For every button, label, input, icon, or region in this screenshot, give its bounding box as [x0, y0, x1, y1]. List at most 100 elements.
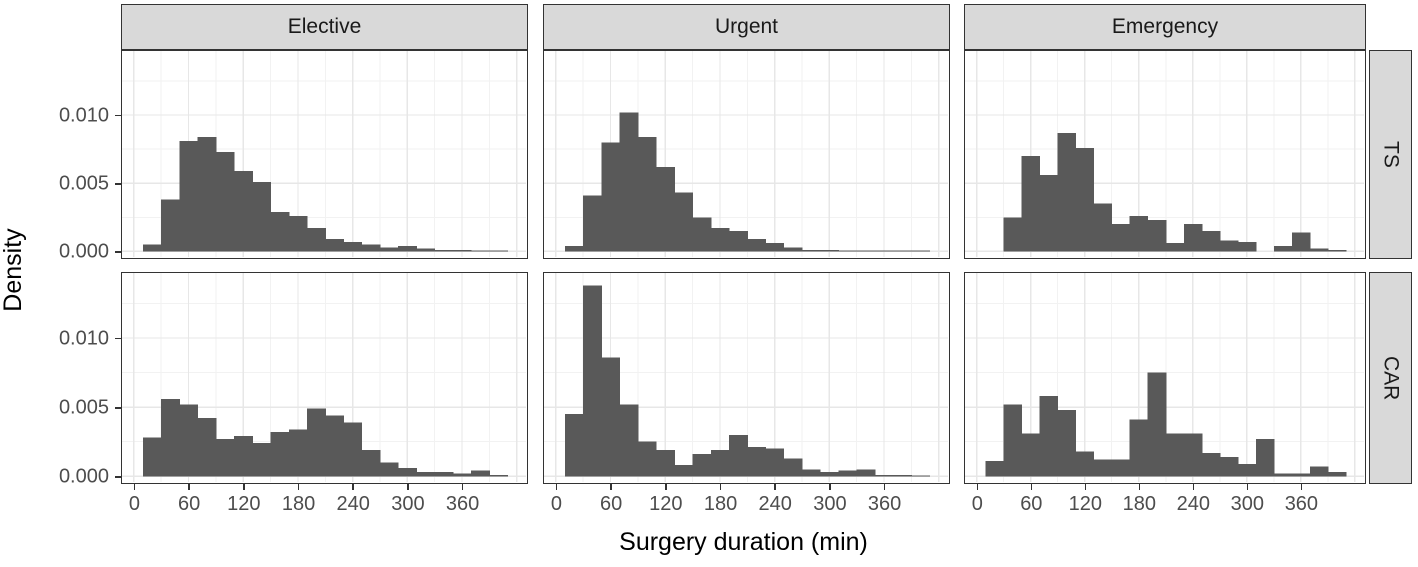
panel-ts-emergency — [964, 50, 1366, 259]
x-tick-label: 60 — [1020, 493, 1043, 515]
hist-bar-car-emergency-14 — [1237, 463, 1257, 477]
hist-bar-car-elective-2 — [179, 404, 199, 477]
x-tick-label: 0 — [550, 493, 562, 515]
hist-bar-ts-elective-11 — [343, 241, 363, 252]
x-tick-mark — [1138, 484, 1141, 490]
hist-bar-car-urgent-19 — [911, 475, 931, 477]
hist-bar-car-emergency-4 — [1057, 409, 1077, 477]
x-tick-mark — [774, 484, 776, 490]
hist-bar-car-elective-8 — [288, 429, 308, 477]
hist-bar-car-elective-6 — [252, 443, 272, 477]
hist-bar-car-elective-9 — [307, 408, 326, 477]
x-tick-mark — [883, 484, 886, 490]
hist-bar-ts-urgent-17 — [874, 250, 894, 252]
hist-bar-ts-elective-3 — [197, 136, 217, 252]
hist-bar-ts-emergency-9 — [1147, 220, 1167, 252]
hist-bar-car-urgent-4 — [637, 441, 657, 477]
hist-bar-car-urgent-0 — [564, 414, 584, 477]
y-tick-mark — [115, 406, 121, 409]
hist-bar-ts-urgent-19 — [911, 250, 931, 252]
x-tick-label: 300 — [391, 493, 425, 515]
x-tick-mark — [1300, 484, 1303, 490]
hist-bar-car-emergency-7 — [1111, 459, 1131, 477]
x-tick-mark — [243, 484, 245, 490]
hist-bar-ts-emergency-2 — [1021, 155, 1041, 252]
x-tick-mark — [133, 484, 136, 490]
hist-bar-ts-urgent-1 — [583, 195, 602, 252]
x-tick-mark — [1192, 484, 1195, 490]
hist-bar-ts-emergency-5 — [1075, 147, 1095, 252]
x-tick-label: 240 — [336, 493, 370, 515]
hist-bar-car-emergency-19 — [1327, 472, 1347, 477]
hist-bar-ts-urgent-0 — [564, 245, 584, 252]
y-tick-mark — [115, 476, 121, 478]
hist-bar-ts-urgent-6 — [674, 192, 694, 252]
hist-bar-ts-elective-6 — [252, 181, 272, 252]
hist-bar-car-emergency-17 — [1291, 473, 1311, 477]
x-tick-label: 360 — [1284, 493, 1319, 515]
hist-bar-car-urgent-16 — [856, 469, 876, 477]
hist-bar-car-elective-10 — [325, 415, 344, 477]
hist-bar-ts-emergency-12 — [1201, 230, 1221, 252]
hist-bar-car-elective-14 — [398, 467, 417, 477]
hist-bar-car-emergency-0 — [985, 461, 1005, 477]
hist-bar-car-emergency-1 — [1003, 404, 1023, 477]
hist-bar-car-urgent-3 — [619, 404, 639, 477]
hist-bar-car-elective-18 — [471, 470, 490, 477]
x-tick-label: 180 — [281, 493, 316, 515]
x-tick-mark — [1030, 484, 1033, 490]
hist-bar-ts-elective-15 — [416, 248, 436, 252]
hist-bar-car-urgent-12 — [783, 458, 803, 477]
hist-bar-ts-urgent-11 — [765, 243, 785, 252]
hist-bar-ts-urgent-15 — [838, 250, 858, 252]
hist-bar-car-urgent-13 — [801, 469, 821, 477]
x-tick-label: 60 — [600, 493, 623, 515]
hist-bar-car-urgent-18 — [893, 474, 912, 477]
hist-bar-car-urgent-15 — [838, 470, 858, 477]
hist-bar-car-emergency-9 — [1147, 372, 1167, 477]
hist-bar-car-urgent-9 — [729, 434, 748, 477]
y-tick-mark — [115, 337, 121, 340]
hist-bar-car-elective-1 — [161, 398, 180, 477]
x-tick-label: 0 — [971, 493, 983, 515]
hist-bar-ts-emergency-11 — [1183, 224, 1203, 252]
x-tick-mark — [352, 484, 354, 490]
x-tick-label: 240 — [758, 493, 792, 515]
hist-bar-car-urgent-6 — [674, 465, 694, 477]
hist-bar-ts-emergency-4 — [1057, 132, 1077, 252]
hist-bar-car-urgent-11 — [765, 448, 785, 477]
hist-bar-ts-urgent-13 — [801, 249, 821, 252]
hist-bar-car-elective-7 — [270, 432, 290, 477]
hist-bar-car-elective-11 — [343, 422, 363, 477]
histogram-plot-area — [122, 51, 526, 257]
y-axis-title: Density — [0, 228, 27, 312]
x-tick-label: 120 — [227, 493, 261, 515]
x-tick-mark — [407, 484, 409, 490]
y-tick-mark — [115, 183, 121, 185]
panel-car-urgent — [543, 272, 950, 484]
x-tick-mark — [1084, 484, 1087, 490]
x-tick-mark — [461, 484, 464, 490]
hist-bar-car-emergency-2 — [1021, 433, 1041, 477]
hist-bar-car-urgent-14 — [820, 472, 839, 477]
histogram-plot-area — [965, 273, 1364, 482]
hist-bar-ts-elective-8 — [288, 215, 308, 252]
hist-bar-car-emergency-10 — [1165, 433, 1185, 477]
hist-bar-car-emergency-15 — [1255, 438, 1275, 477]
hist-bar-ts-elective-14 — [398, 245, 417, 252]
hist-bar-ts-emergency-14 — [1237, 241, 1257, 252]
hist-bar-car-elective-5 — [234, 436, 253, 477]
hist-bar-ts-elective-4 — [215, 151, 235, 252]
y-tick-mark — [115, 251, 121, 253]
x-tick-mark — [1246, 484, 1249, 490]
hist-bar-ts-urgent-8 — [710, 228, 730, 252]
histogram-plot-area — [544, 51, 948, 257]
hist-bar-car-emergency-6 — [1093, 459, 1113, 477]
x-tick-label: 360 — [867, 493, 902, 515]
hist-bar-ts-elective-10 — [325, 239, 344, 252]
hist-bar-car-elective-13 — [379, 462, 399, 477]
hist-bar-ts-urgent-9 — [729, 230, 748, 252]
hist-bar-ts-emergency-10 — [1165, 243, 1185, 252]
hist-bar-ts-urgent-16 — [856, 250, 876, 252]
y-tick-mark — [115, 114, 121, 117]
